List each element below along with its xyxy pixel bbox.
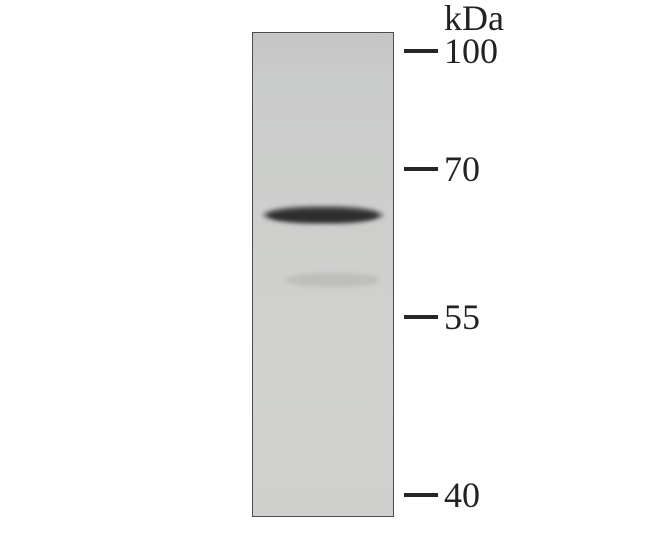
- marker-label: 70: [444, 151, 480, 187]
- marker-label: 100: [444, 33, 498, 69]
- blot-figure: kDa 100705540: [0, 0, 650, 533]
- marker-label: 40: [444, 477, 480, 513]
- marker-tick: [404, 493, 438, 497]
- marker-tick: [404, 315, 438, 319]
- faint-smudge: [285, 273, 380, 287]
- marker-tick: [404, 49, 438, 53]
- marker-label: 55: [444, 299, 480, 335]
- marker-tick: [404, 167, 438, 171]
- protein-band: [262, 204, 384, 226]
